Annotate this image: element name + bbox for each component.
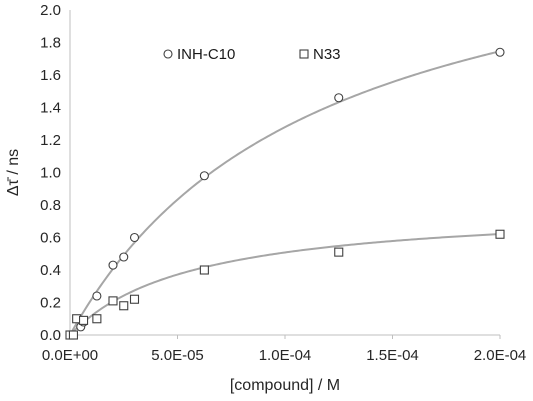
x-tick-labels: 0.0E+00 5.0E-05 1.0E-04 1.5E-04 2.0E-04 [42, 335, 526, 364]
legend-marker-n33 [299, 49, 309, 59]
y-tick-label: 0.6 [40, 230, 61, 247]
data-points [65, 47, 505, 340]
x-tick-label: 0.0E+00 [42, 347, 98, 364]
legend-label-inh-c10: INH-C10 [177, 46, 235, 63]
data-point-n33 [199, 265, 209, 275]
legend-label-n33: N33 [313, 46, 341, 63]
y-tick-label: 1.6 [40, 67, 61, 84]
y-tick-label: 0.0 [40, 327, 61, 344]
data-point-inh-c10 [92, 291, 102, 301]
data-point-inh-c10 [129, 232, 140, 243]
data-point-n33 [119, 301, 129, 311]
data-point-n33 [68, 330, 78, 340]
x-axis-title: [compound] / M [230, 377, 340, 394]
x-tick-label: 2.0E-04 [474, 347, 527, 364]
legend: INH-C10 N33 [163, 46, 341, 63]
y-tick-label: 1.0 [40, 165, 61, 182]
y-tick-label: 1.2 [40, 132, 61, 149]
data-point-n33 [129, 294, 140, 304]
y-tick-label: 2.0 [40, 2, 61, 19]
axes [69, 10, 500, 336]
data-point-n33 [495, 229, 505, 239]
x-tick-label: 1.0E-04 [259, 347, 312, 364]
y-tick-labels: 0.0 0.2 0.4 0.6 0.8 1.0 1.2 1.4 1.6 1.8 2.0 [40, 2, 61, 344]
data-point-n33 [334, 247, 344, 257]
data-point-n33 [78, 315, 89, 325]
data-point-inh-c10 [199, 171, 209, 181]
y-axis-title: Δτ̄ / ns [5, 149, 22, 196]
y-tick-label: 1.8 [40, 35, 61, 52]
fit-curves [69, 50, 501, 336]
y-tick-label: 0.4 [40, 262, 61, 279]
data-point-n33 [108, 296, 118, 306]
x-tick-label: 5.0E-05 [151, 347, 204, 364]
data-point-inh-c10 [119, 252, 129, 262]
data-point-n33 [92, 314, 102, 324]
fit-curve-inh-c10 [69, 50, 501, 336]
x-tick-label: 1.5E-04 [366, 347, 419, 364]
data-point-inh-c10 [495, 47, 505, 57]
fit-curve-n33 [69, 233, 501, 336]
data-point-inh-c10 [334, 93, 344, 103]
y-tick-label: 0.2 [40, 295, 61, 312]
data-point-inh-c10 [108, 260, 118, 270]
y-tick-label: 0.8 [40, 197, 61, 214]
y-tick-label: 1.4 [40, 100, 61, 117]
legend-marker-inh-c10 [163, 49, 173, 59]
